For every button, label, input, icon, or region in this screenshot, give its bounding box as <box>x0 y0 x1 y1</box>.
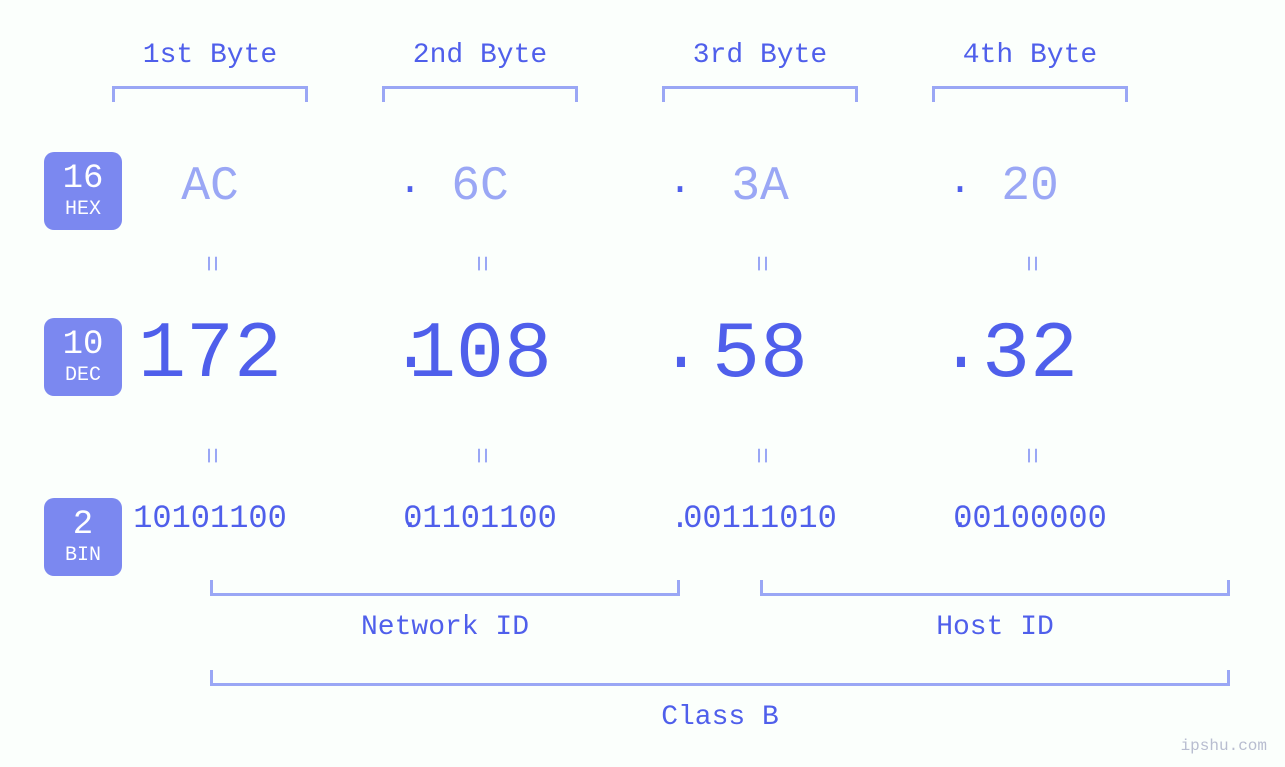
byte-bracket-3 <box>662 86 858 102</box>
byte-label-1: 1st Byte <box>110 40 310 71</box>
equals-dec-bin-2: = <box>465 436 496 476</box>
class-bracket <box>210 670 1230 686</box>
equals-dec-bin-4: = <box>1015 436 1046 476</box>
byte-bracket-4 <box>932 86 1128 102</box>
equals-hex-dec-4: = <box>1015 244 1046 284</box>
hex-byte-4: 20 <box>900 160 1160 214</box>
bin-dot-1: . <box>390 500 430 537</box>
equals-hex-dec-1: = <box>195 244 226 284</box>
base-badge-bin-lab: BIN <box>44 545 122 566</box>
dec-dot-1: . <box>390 310 430 389</box>
host-id-bracket <box>760 580 1230 596</box>
dec-byte-4: 32 <box>900 310 1160 401</box>
byte-label-2: 2nd Byte <box>380 40 580 71</box>
equals-hex-dec-2: = <box>465 244 496 284</box>
byte-label-3: 3rd Byte <box>660 40 860 71</box>
bin-byte-2: 01101100 <box>350 500 610 537</box>
equals-dec-bin-1: = <box>195 436 226 476</box>
hex-byte-2: 6C <box>350 160 610 214</box>
equals-dec-bin-3: = <box>745 436 776 476</box>
bin-dot-2: . <box>660 500 700 537</box>
hex-byte-1: AC <box>80 160 340 214</box>
dec-byte-2: 108 <box>350 310 610 401</box>
dec-dot-3: . <box>940 310 980 389</box>
bin-dot-3: . <box>940 500 980 537</box>
hex-dot-2: . <box>660 160 700 205</box>
class-label: Class B <box>210 702 1230 733</box>
hex-dot-1: . <box>390 160 430 205</box>
dec-byte-1: 172 <box>80 310 340 401</box>
dec-dot-2: . <box>660 310 700 389</box>
network-id-bracket <box>210 580 680 596</box>
bin-byte-4: 00100000 <box>900 500 1160 537</box>
byte-bracket-1 <box>112 86 308 102</box>
network-id-label: Network ID <box>210 612 680 643</box>
equals-hex-dec-3: = <box>745 244 776 284</box>
watermark: ipshu.com <box>1181 737 1267 755</box>
hex-dot-3: . <box>940 160 980 205</box>
byte-label-4: 4th Byte <box>930 40 1130 71</box>
host-id-label: Host ID <box>760 612 1230 643</box>
byte-bracket-2 <box>382 86 578 102</box>
bin-byte-1: 10101100 <box>80 500 340 537</box>
